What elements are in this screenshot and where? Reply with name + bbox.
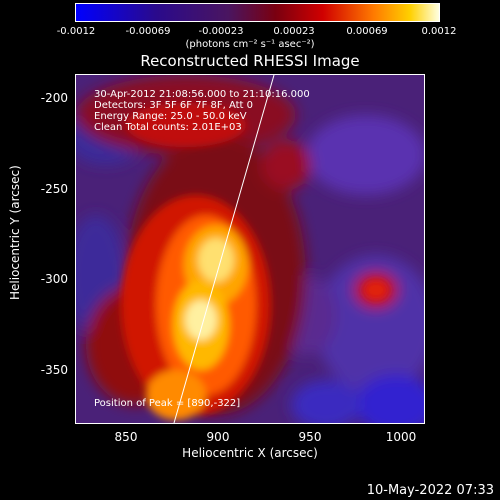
peak-position-label: Position of Peak = [890,-322] xyxy=(94,398,241,409)
y-axis-label: Heliocentric Y (arcsec) xyxy=(8,165,22,300)
colorbar-tick: -0.0012 xyxy=(56,26,96,37)
plot-timestamp: 10-May-2022 07:33 xyxy=(366,483,494,498)
y-tick-label: -250 xyxy=(40,182,68,196)
y-tick-label: -300 xyxy=(40,272,68,286)
colorbar-tick: -0.00023 xyxy=(198,26,244,37)
colorbar-units: (photons cm⁻² s⁻¹ asec⁻²) xyxy=(185,39,315,50)
plot-title: Reconstructed RHESSI Image xyxy=(140,52,360,70)
y-tick-label: -350 xyxy=(40,363,68,377)
x-tick-label: 850 xyxy=(114,430,138,444)
info-line-detectors: Detectors: 3F 5F 6F 7F 8F, Att 0 xyxy=(94,100,254,111)
colorbar-tick: 0.0012 xyxy=(421,26,457,37)
solar-limb-line xyxy=(173,75,275,423)
colorbar-tick: -0.00069 xyxy=(125,26,171,37)
colorbar xyxy=(75,3,440,22)
colorbar-tick: 0.00023 xyxy=(273,26,315,37)
x-axis-label: Heliocentric X (arcsec) xyxy=(182,446,318,460)
x-tick-label: 900 xyxy=(206,430,230,444)
info-line-counts: Clean Total counts: 2.01E+03 xyxy=(94,122,242,133)
colorbar-tick: 0.00069 xyxy=(346,26,388,37)
rhessi-image-plot: 30-Apr-2012 21:08:56.000 to 21:10:16.000… xyxy=(75,74,425,424)
x-tick-label: 1000 xyxy=(385,430,417,444)
info-line-time: 30-Apr-2012 21:08:56.000 to 21:10:16.000 xyxy=(94,89,310,100)
x-tick-label: 950 xyxy=(298,430,322,444)
y-tick-label: -200 xyxy=(40,91,68,105)
colorbar-gradient xyxy=(76,4,439,21)
rhessi-image xyxy=(76,75,424,423)
info-line-energy: Energy Range: 25.0 - 50.0 keV xyxy=(94,111,247,122)
